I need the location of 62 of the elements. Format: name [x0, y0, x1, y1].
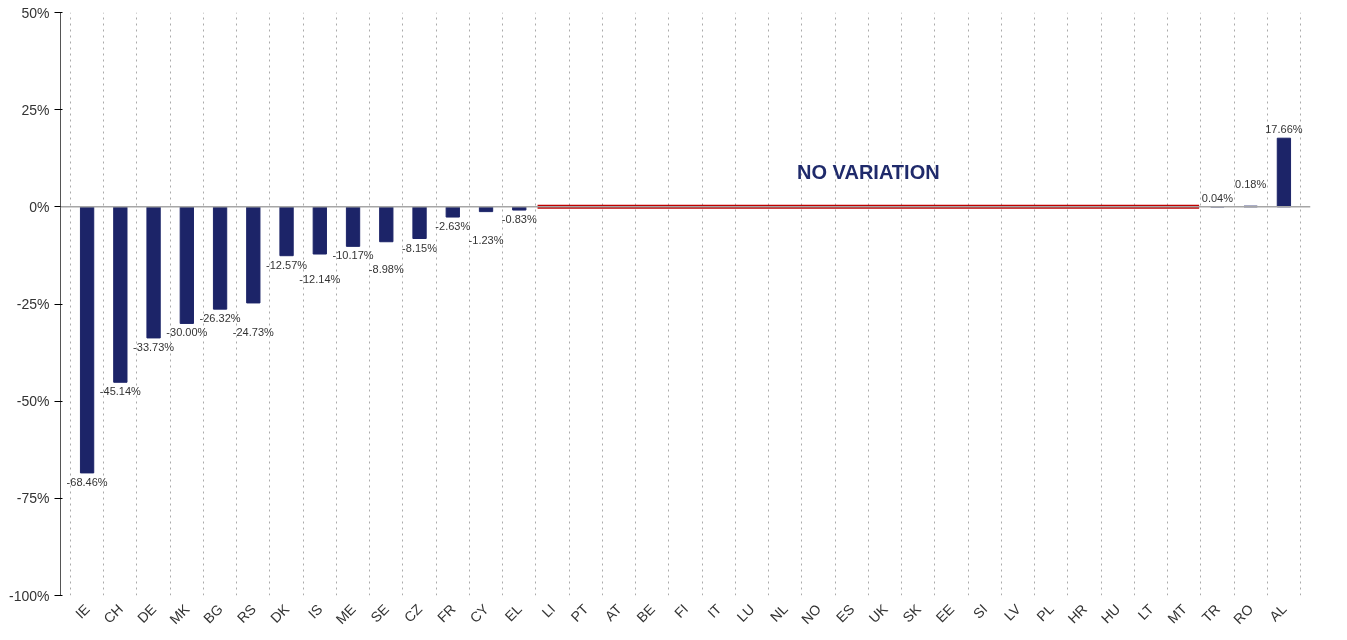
x-tick-label: CH	[100, 600, 127, 627]
x-tick-label: FI	[671, 600, 692, 621]
x-tick-label: HR	[1064, 600, 1091, 627]
x-tick-label: IT	[704, 600, 725, 621]
x-tick-label: SK	[899, 600, 925, 626]
x-tick-label: RO	[1230, 600, 1257, 628]
data-label: -30.00%	[166, 326, 208, 339]
data-label: -24.73%	[232, 326, 275, 339]
x-tick-label: SE	[367, 600, 392, 626]
y-tick-label: -25%	[16, 296, 50, 312]
data-label: -0.83%	[501, 213, 537, 226]
x-tick-label: TR	[1198, 600, 1224, 626]
x-tick-label: LI	[538, 600, 559, 621]
data-label: -8.15%	[402, 241, 438, 254]
data-label: 0.18%	[1235, 177, 1267, 190]
x-tick-label: FR	[433, 600, 459, 626]
x-tick-label: BG	[200, 600, 226, 627]
x-tick-label: IE	[72, 600, 93, 622]
data-label: -68.46%	[66, 475, 108, 488]
y-tick-label: -50%	[16, 393, 50, 410]
x-tick-label: LU	[733, 600, 758, 625]
x-tick-label: PL	[1033, 600, 1057, 625]
x-tick-label: LV	[1000, 600, 1025, 624]
x-tick-label: BE	[633, 600, 658, 626]
x-tick-label: MT	[1164, 600, 1191, 627]
y-tick-label: 50%	[21, 4, 50, 21]
data-label: -45.14%	[99, 385, 142, 398]
annotation: NO VARIATION	[797, 161, 940, 184]
x-tick-label: IS	[304, 600, 326, 622]
data-label: -10.17%	[332, 249, 374, 262]
x-tick-label: AL	[1266, 600, 1290, 625]
x-tick-label: DK	[267, 600, 293, 626]
data-label: -33.73%	[133, 340, 175, 353]
data-label: -12.57%	[266, 258, 308, 271]
y-tick-label: 0%	[29, 198, 50, 215]
x-tick-label: AT	[601, 600, 625, 625]
data-label: -12.14%	[299, 272, 341, 285]
data-label: 0.04%	[1201, 191, 1234, 204]
data-label: -8.98%	[368, 263, 404, 276]
y-tick-label: 25%	[21, 101, 50, 118]
data-label: -2.63%	[435, 220, 471, 233]
x-tick-label: DE	[134, 600, 160, 626]
x-tick-label: UK	[865, 600, 892, 626]
x-tick-label: NO	[797, 600, 825, 628]
data-label: -26.32%	[199, 312, 241, 325]
x-tick-label: NL	[766, 600, 792, 625]
x-tick-label: EL	[501, 600, 526, 625]
x-tick-label: RS	[233, 600, 259, 626]
data-label: -1.23%	[468, 233, 504, 246]
x-tick-label: PT	[567, 600, 592, 625]
x-tick-label: CZ	[400, 600, 426, 626]
x-tick-label: CY	[466, 600, 493, 626]
x-tick-label: HU	[1097, 600, 1124, 627]
x-tick-label: SI	[969, 600, 991, 622]
x-tick-label: ME	[332, 600, 359, 628]
x-tick-label: ES	[832, 600, 858, 626]
data-label: 17.66%	[1265, 123, 1303, 136]
x-tick-label: EE	[932, 600, 958, 626]
x-tick-label: LT	[1134, 600, 1157, 623]
x-tick-label: MK	[166, 600, 193, 628]
y-tick-label: -75%	[16, 490, 50, 507]
y-tick-label: -100%	[9, 587, 50, 604]
